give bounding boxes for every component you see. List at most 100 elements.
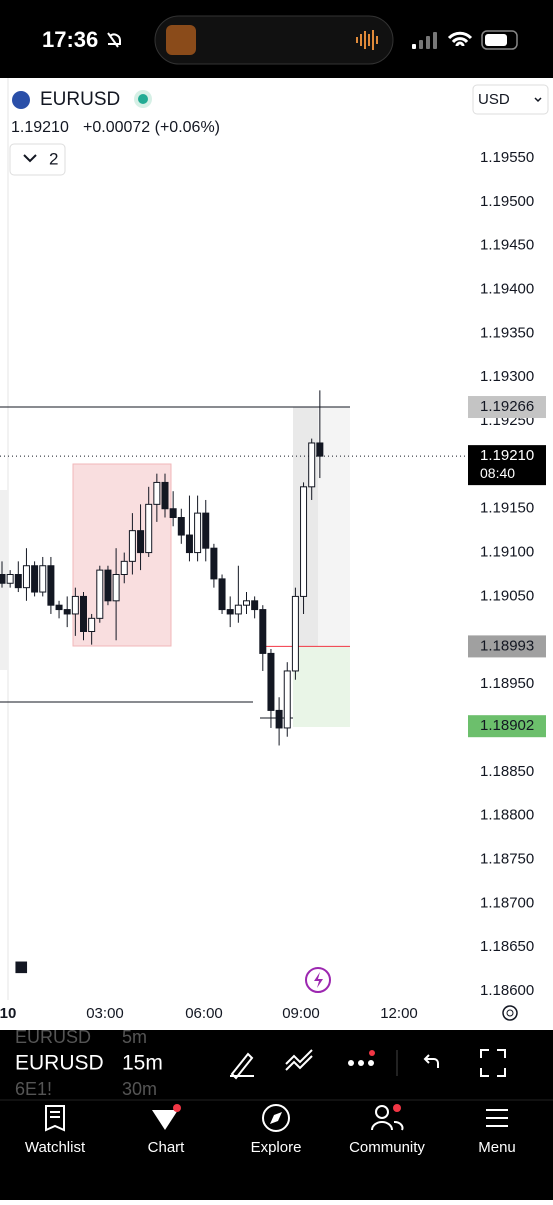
candle-body: [39, 565, 47, 593]
candle-body: [169, 508, 177, 519]
price-tick-label: 1.18750: [480, 850, 534, 867]
candle-body: [47, 565, 55, 606]
tab-label[interactable]: Chart: [148, 1139, 186, 1156]
community-icon: [375, 1105, 389, 1119]
wifi-icon: [447, 31, 473, 47]
price-tick-label: 1.19350: [480, 324, 534, 341]
ghost-interval: 5m: [122, 1027, 147, 1047]
candle-body: [243, 600, 250, 606]
chevron: [534, 97, 542, 103]
audio-icon: [356, 30, 378, 50]
symbol[interactable]: EURUSD: [40, 89, 120, 110]
battery: [481, 30, 518, 50]
candle-body: [0, 574, 6, 584]
price-tag: [468, 445, 546, 486]
price-tick-label: 1.18850: [480, 763, 534, 780]
more-icon[interactable]: [348, 1050, 375, 1066]
price-tick-label: 1.19150: [480, 500, 534, 517]
candle-body: [275, 709, 283, 729]
candle-body: [14, 574, 22, 589]
position-zone: [293, 646, 350, 727]
candle-body: [55, 604, 63, 611]
price-tick-label: 1.18650: [480, 938, 534, 955]
candle-body: [259, 609, 267, 654]
candle-body: [283, 670, 291, 729]
settings-icon-core: [506, 1009, 514, 1017]
draw-icon[interactable]: [230, 1052, 254, 1080]
menu-icon: [486, 1109, 508, 1127]
candle-body: [267, 652, 275, 711]
time-label: 06:00: [185, 1005, 223, 1022]
market-status-dot: [138, 94, 148, 104]
indicators-button[interactable]: [9, 143, 66, 176]
settings-icon[interactable]: [502, 1005, 518, 1021]
price-tick-label: 1.18700: [480, 894, 534, 911]
community-icon-body: [371, 1121, 404, 1131]
candle-body: [71, 595, 79, 615]
undo-icon[interactable]: [423, 1054, 439, 1068]
price-change: +0.00072 (+0.06%): [83, 119, 220, 136]
chevron-down: [23, 154, 37, 163]
candle-body: [104, 569, 112, 602]
price-tag-label: 1.19210: [480, 447, 534, 464]
plot: 1.19550 1.19500 1.19450 1.19400 1.19350 1.193…: [0, 149, 546, 1022]
lightning-icon: [314, 972, 323, 988]
candle-body: [218, 578, 226, 611]
ghost-symbol: 6E1!: [15, 1079, 52, 1099]
tab-label[interactable]: Community: [349, 1139, 425, 1156]
toolbar: [0, 1030, 553, 1100]
candle-body: [161, 481, 169, 510]
candle-body: [96, 569, 104, 619]
trend-icon[interactable]: [285, 1049, 313, 1071]
tab-label[interactable]: Explore: [251, 1139, 302, 1156]
candle-body: [63, 609, 71, 615]
app-icon: [166, 25, 196, 55]
price-tag-label: 1.19266: [480, 398, 534, 415]
candle-body: [112, 574, 120, 602]
price-tick-label: 1.19450: [480, 237, 534, 254]
candle-body: [202, 512, 210, 549]
explore-needle: [270, 1112, 282, 1124]
currency-select[interactable]: [472, 84, 549, 115]
tv-logo: ■: [14, 953, 29, 980]
last-price: 1.19210: [11, 119, 69, 136]
candle-body: [300, 486, 308, 597]
ghost-symbol: EURUSD: [15, 1027, 91, 1047]
candle-body: [194, 512, 202, 554]
candle-body: [308, 442, 316, 488]
candle-body: [153, 481, 161, 505]
candle-body: [120, 560, 128, 575]
toolbar-interval[interactable]: 15m: [122, 1052, 163, 1075]
tab-label[interactable]: Menu: [478, 1139, 516, 1156]
tab-label[interactable]: Watchlist: [25, 1139, 86, 1156]
signal-icon: [412, 32, 437, 49]
price-tag: [468, 635, 546, 658]
mute-icon: [107, 32, 121, 48]
badge: [173, 1104, 181, 1112]
candle-body: [31, 565, 39, 593]
explore-icon: [262, 1104, 290, 1132]
time-label: 09:00: [282, 1005, 320, 1022]
candle-body: [22, 565, 30, 589]
candle-body: [177, 517, 185, 536]
candle-body: [291, 595, 299, 672]
price-tag: [468, 715, 546, 738]
candle-body: [80, 595, 87, 632]
fullscreen-icon[interactable]: [480, 1049, 506, 1077]
price-tag: [468, 396, 546, 419]
toolbar-symbol[interactable]: EURUSD: [15, 1052, 104, 1075]
watchlist-icon: [45, 1105, 65, 1132]
candle-body: [128, 530, 136, 562]
price-tick-label: 1.18600: [480, 982, 534, 999]
candle-body: [145, 503, 153, 554]
candle-body: [137, 530, 145, 554]
battery-level: [485, 34, 507, 46]
price-tick-label: 1.18800: [480, 807, 534, 824]
price-tick-label: 1.19550: [480, 149, 534, 166]
price-tick-label: 1.19050: [480, 587, 534, 604]
price-tag-label: 1.18902: [480, 717, 534, 734]
dynamic-island: [154, 15, 394, 65]
candle-body: [6, 574, 14, 584]
candle-body: [226, 609, 234, 615]
